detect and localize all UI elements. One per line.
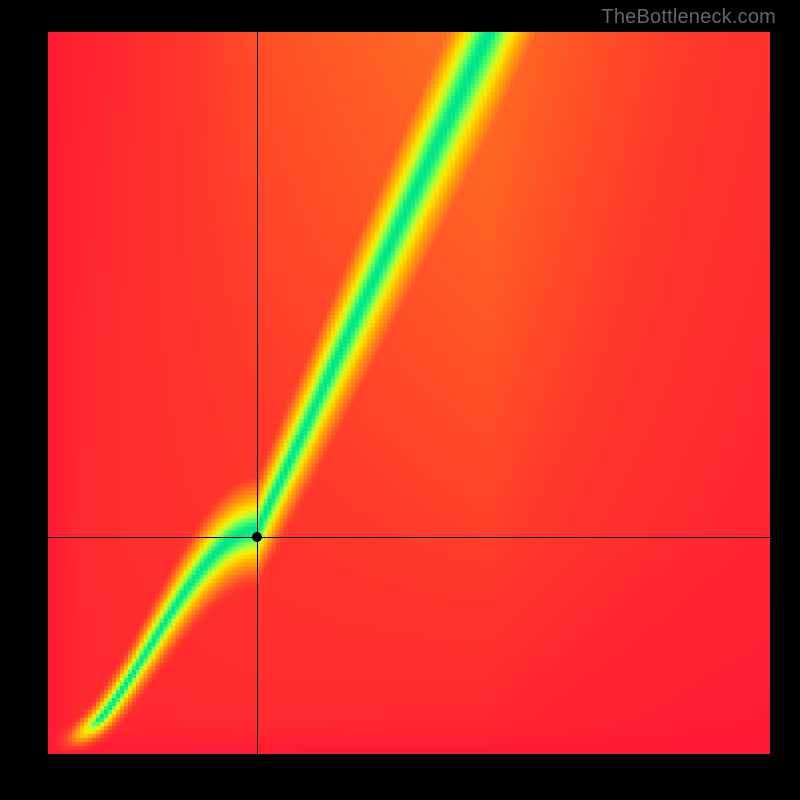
watermark-text: TheBottleneck.com [601, 6, 776, 29]
chart-container: TheBottleneck.com [0, 0, 800, 800]
plot-area [48, 32, 770, 754]
heatmap-canvas [48, 32, 770, 754]
